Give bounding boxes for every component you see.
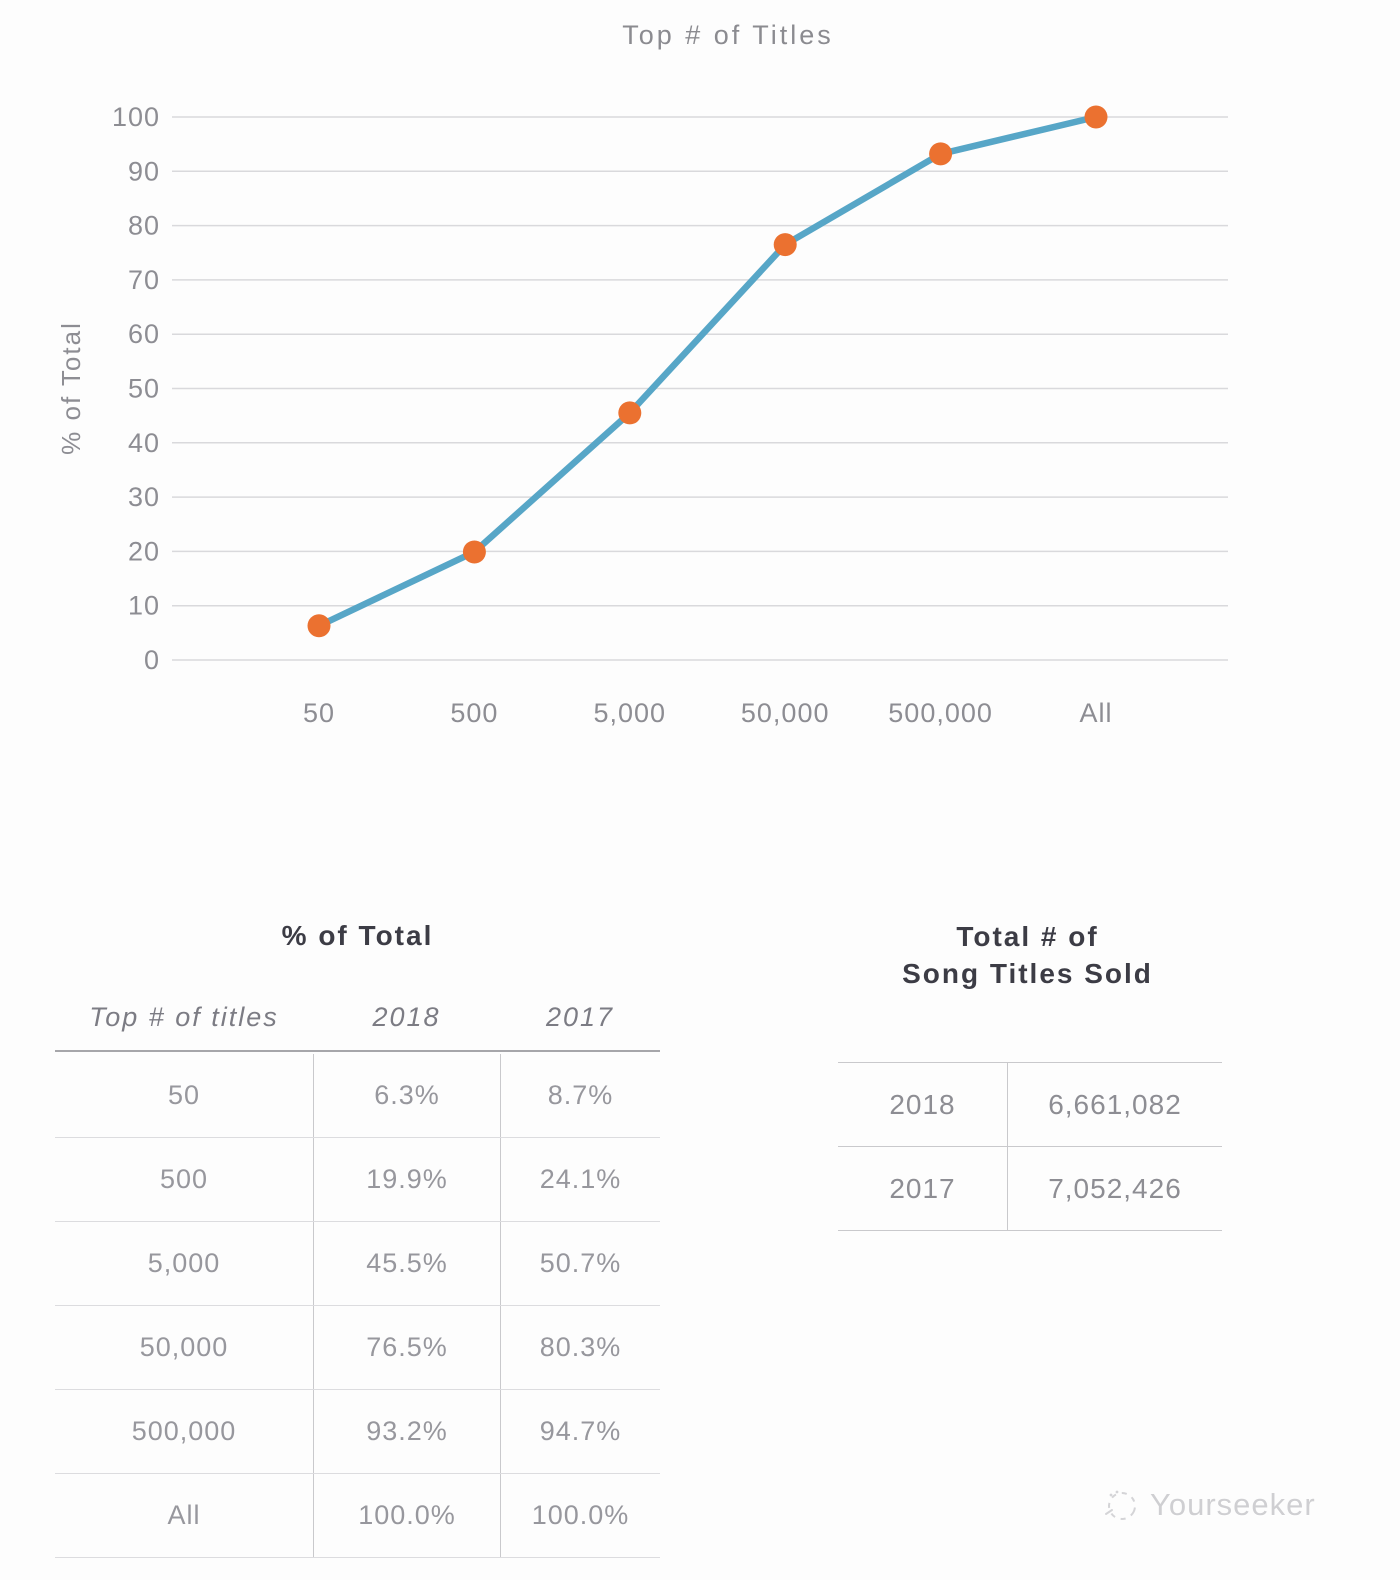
totals-title-line1: Total # of bbox=[956, 921, 1099, 952]
x-tick-label: 5,000 bbox=[594, 698, 667, 728]
table-row: 50,000 76.5% 80.3% bbox=[55, 1306, 660, 1390]
column-header-top-titles: Top # of titles bbox=[89, 1002, 279, 1032]
year-label: 2018 bbox=[889, 1088, 956, 1120]
y-tick-label: 10 bbox=[128, 591, 160, 621]
row-label: 50,000 bbox=[139, 1332, 229, 1362]
row-label: All bbox=[167, 1500, 201, 1530]
y-tick-label: 50 bbox=[128, 374, 160, 404]
y-tick-label: 100 bbox=[112, 102, 160, 132]
y-tick-label: 60 bbox=[128, 319, 160, 349]
percent-table-title: % of Total bbox=[281, 920, 434, 951]
value-2017: 100.0% bbox=[500, 1474, 660, 1557]
percent-table-header: Top # of titles 2018 2017 bbox=[55, 985, 660, 1052]
column-header-2018: 2018 bbox=[372, 1002, 441, 1032]
row-label: 5,000 bbox=[147, 1248, 221, 1278]
yourseeker-logo-icon bbox=[1105, 1490, 1136, 1520]
data-point bbox=[1084, 105, 1108, 129]
line-chart: 0 10 20 30 40 50 60 70 80 90 100 50 500 5,000 50,000 50… bbox=[56, 102, 1228, 728]
table-row: 500,000 93.2% 94.7% bbox=[55, 1390, 660, 1474]
table-row: All 100.0% 100.0% bbox=[55, 1474, 660, 1558]
watermark-text: Yourseeker bbox=[1150, 1487, 1316, 1522]
titles-sold-value: 7,052,426 bbox=[1007, 1147, 1222, 1230]
totals-table: 2018 6,661,082 2017 7,052,426 bbox=[838, 1062, 1222, 1231]
data-point bbox=[618, 401, 642, 425]
x-tick-label: 50,000 bbox=[741, 698, 830, 728]
table-row: 50 6.3% 8.7% bbox=[55, 1054, 660, 1138]
chart-title: Top # of Titles bbox=[622, 20, 834, 50]
value-2018: 100.0% bbox=[313, 1474, 500, 1557]
value-2017: 8.7% bbox=[500, 1054, 660, 1137]
percent-table-body: 50 6.3% 8.7% 500 19.9% 24.1% 5,000 45.5%… bbox=[55, 1054, 660, 1558]
data-point bbox=[462, 540, 486, 564]
x-tick-label: 500,000 bbox=[888, 698, 993, 728]
value-2017: 94.7% bbox=[500, 1390, 660, 1473]
chart-line bbox=[315, 113, 1100, 630]
y-tick-label: 30 bbox=[128, 482, 160, 512]
table-row: 2018 6,661,082 bbox=[838, 1063, 1222, 1147]
data-point bbox=[773, 233, 797, 257]
value-2018: 6.3% bbox=[313, 1054, 500, 1137]
x-tick-label: 500 bbox=[450, 698, 498, 728]
value-2017: 24.1% bbox=[500, 1138, 660, 1221]
titles-sold-value: 6,661,082 bbox=[1007, 1063, 1222, 1146]
y-tick-label: 20 bbox=[128, 536, 160, 566]
table-row: 500 19.9% 24.1% bbox=[55, 1138, 660, 1222]
watermark: Yourseeker bbox=[1102, 1486, 1316, 1524]
table-row: 5,000 45.5% 50.7% bbox=[55, 1222, 660, 1306]
x-tick-label: All bbox=[1079, 698, 1112, 728]
totals-title-line2: Song Titles Sold bbox=[902, 958, 1153, 989]
totals-table-title: Total # of Song Titles Sold bbox=[835, 918, 1220, 992]
data-point bbox=[929, 142, 953, 166]
row-label: 50 bbox=[167, 1080, 201, 1110]
value-2018: 93.2% bbox=[313, 1390, 500, 1473]
y-tick-label: 0 bbox=[144, 645, 160, 675]
x-tick-label: 50 bbox=[303, 698, 335, 728]
value-2017: 80.3% bbox=[500, 1306, 660, 1389]
y-axis-title: % of Total bbox=[56, 321, 86, 455]
column-header-2017: 2017 bbox=[545, 1002, 615, 1032]
value-2017: 50.7% bbox=[500, 1222, 660, 1305]
y-tick-label: 90 bbox=[128, 156, 160, 186]
table-row: 2017 7,052,426 bbox=[838, 1147, 1222, 1231]
y-tick-label: 40 bbox=[128, 428, 160, 458]
row-label: 500 bbox=[159, 1164, 209, 1194]
data-point bbox=[307, 614, 331, 638]
y-tick-label: 80 bbox=[128, 211, 160, 241]
value-2018: 45.5% bbox=[313, 1222, 500, 1305]
y-tick-label: 70 bbox=[128, 265, 160, 295]
year-label: 2017 bbox=[889, 1172, 956, 1204]
row-label: 500,000 bbox=[131, 1416, 237, 1446]
value-2018: 76.5% bbox=[313, 1306, 500, 1389]
value-2018: 19.9% bbox=[313, 1138, 500, 1221]
